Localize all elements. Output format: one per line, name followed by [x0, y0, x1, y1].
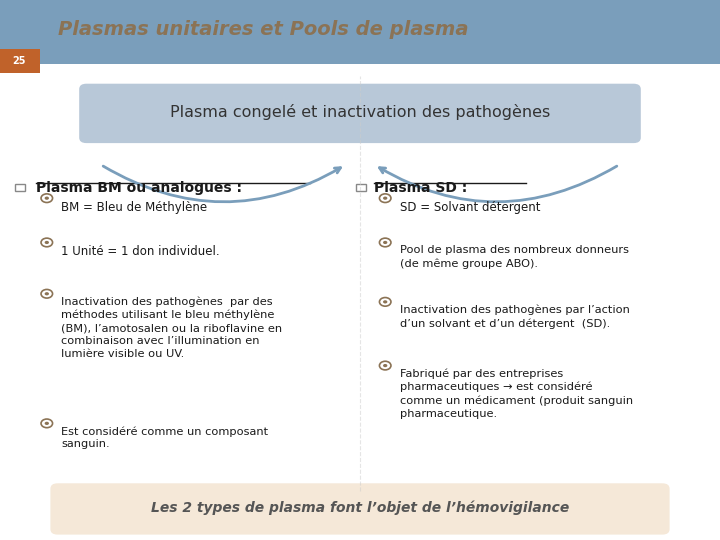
Text: Inactivation des pathogènes par l’action
d’un solvant et d’un détergent  (SD).: Inactivation des pathogènes par l’action…	[400, 305, 629, 328]
Circle shape	[383, 364, 387, 367]
Circle shape	[383, 197, 387, 200]
Text: Plasma SD :: Plasma SD :	[374, 181, 468, 195]
FancyBboxPatch shape	[15, 184, 25, 191]
FancyBboxPatch shape	[0, 0, 720, 64]
Text: Plasma BM ou analogues :: Plasma BM ou analogues :	[36, 181, 242, 195]
Circle shape	[45, 241, 49, 244]
FancyBboxPatch shape	[0, 49, 40, 73]
Circle shape	[383, 241, 387, 244]
Text: Fabriqué par des entreprises
pharmaceutiques → est considéré
comme un médicament: Fabriqué par des entreprises pharmaceuti…	[400, 368, 633, 418]
Circle shape	[383, 300, 387, 303]
Text: Plasma congelé et inactivation des pathogènes: Plasma congelé et inactivation des patho…	[170, 104, 550, 120]
FancyBboxPatch shape	[356, 184, 366, 191]
Text: Plasmas unitaires et Pools de plasma: Plasmas unitaires et Pools de plasma	[58, 20, 468, 39]
Text: 25: 25	[13, 56, 26, 66]
Circle shape	[45, 197, 49, 200]
Circle shape	[45, 422, 49, 425]
FancyBboxPatch shape	[79, 84, 641, 143]
FancyBboxPatch shape	[50, 483, 670, 535]
Text: BM = Bleu de Méthylène: BM = Bleu de Méthylène	[61, 201, 207, 214]
Circle shape	[45, 292, 49, 295]
Text: Est considéré comme un composant
sanguin.: Est considéré comme un composant sanguin…	[61, 426, 269, 449]
Text: 1 Unité = 1 don individuel.: 1 Unité = 1 don individuel.	[61, 245, 220, 258]
Text: Inactivation des pathogènes  par des
méthodes utilisant le bleu méthylène
(BM), : Inactivation des pathogènes par des méth…	[61, 296, 282, 359]
Text: SD = Solvant détergent: SD = Solvant détergent	[400, 201, 540, 214]
Text: Les 2 types de plasma font l’objet de l’hémovigilance: Les 2 types de plasma font l’objet de l’…	[151, 501, 569, 515]
Text: Pool de plasma des nombreux donneurs
(de même groupe ABO).: Pool de plasma des nombreux donneurs (de…	[400, 245, 629, 268]
